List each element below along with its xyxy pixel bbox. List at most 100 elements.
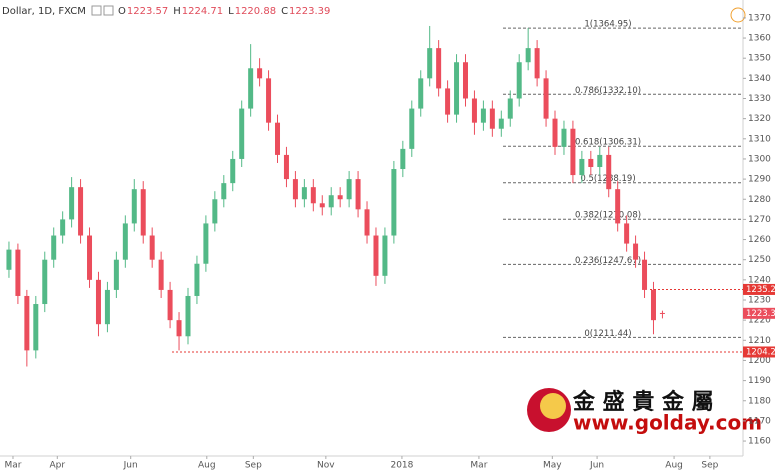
candle-body: [650, 289, 656, 321]
x-tick-label: Sep: [701, 461, 718, 471]
y-tick-label: 1220: [748, 316, 771, 326]
y-tick-label: 1310: [748, 134, 771, 144]
candle-body: [140, 189, 146, 236]
x-tick-label: Jun: [589, 461, 604, 471]
candle-body: [642, 259, 648, 290]
candle-body: [87, 235, 93, 280]
y-tick-label: 1200: [748, 356, 771, 366]
candle-body: [176, 320, 182, 337]
x-tick-label: Mar: [4, 461, 21, 471]
currency-icon[interactable]: [730, 7, 746, 23]
fib-label: 0(1211.44): [584, 329, 631, 339]
y-tick-label: 1340: [748, 74, 771, 84]
candle-body: [400, 148, 406, 170]
candle-body: [516, 62, 522, 99]
candle-body: [122, 223, 128, 260]
candle-body: [346, 179, 352, 200]
candle-body: [203, 223, 209, 264]
x-tick-label: Jun: [123, 461, 138, 471]
header: Dollar, 1D, FXCM: [2, 5, 114, 17]
x-tick-label: Apr: [50, 461, 66, 471]
candle-body: [462, 62, 468, 99]
y-tick-label: 1260: [748, 235, 771, 245]
ohlc-value: 1223.39: [289, 6, 330, 17]
candle-body: [33, 304, 39, 351]
candle-body: [507, 98, 513, 119]
price-label: 1204.21: [746, 347, 775, 357]
candle-body: [95, 279, 101, 325]
y-tick-label: 1300: [748, 154, 771, 164]
x-tick-label: May: [543, 461, 562, 471]
candle-body: [15, 249, 21, 296]
candle-body: [42, 259, 48, 305]
candle-body: [78, 187, 84, 236]
fib-label: 0.786(1332.10): [575, 86, 641, 96]
x-tick-label: Aug: [665, 461, 683, 471]
fib-label: 0.382(1270.08): [575, 211, 641, 221]
candle-body: [283, 154, 289, 180]
ohlc-key: H: [173, 6, 181, 17]
symbol: Dollar, 1D, FXCM: [2, 6, 86, 17]
candle-body: [454, 62, 460, 115]
candle-body: [319, 203, 325, 208]
candle-body: [328, 195, 334, 208]
candle-body: [480, 108, 486, 123]
candle-body: [275, 122, 281, 155]
icon[interactable]: [91, 5, 102, 16]
candle-body: [624, 223, 630, 244]
candle-body: [113, 259, 119, 290]
candle-body: [51, 235, 57, 260]
candle-body: [597, 154, 603, 168]
candle-body: [355, 179, 361, 210]
candle-body: [570, 128, 576, 176]
current-price-label: 1223.39: [746, 309, 775, 319]
y-tick-label: 1330: [748, 94, 771, 104]
candle-body: [185, 295, 191, 337]
y-tick-label: 1170: [748, 416, 771, 426]
candle-body: [525, 48, 531, 63]
candle-body: [257, 68, 263, 79]
candle-body: [606, 154, 612, 190]
icon[interactable]: [103, 5, 114, 16]
candle-body: [543, 78, 549, 119]
candle-body: [230, 158, 236, 184]
y-tick-label: 1190: [748, 376, 771, 386]
y-tick-label: 1280: [748, 195, 771, 205]
y-tick-label: 1350: [748, 54, 771, 64]
logo-name: 金 盛 貴 金 屬: [572, 389, 714, 415]
candle-body: [382, 235, 388, 276]
candle-body: [445, 88, 451, 115]
candle-body: [409, 108, 415, 149]
candle-body: [149, 235, 155, 260]
candle-body: [615, 189, 621, 224]
fib-label: 0.236(1247.67): [575, 256, 641, 266]
y-tick-label: 1370: [748, 13, 771, 23]
candle-body: [158, 259, 164, 290]
x-tick-label: Nov: [317, 461, 335, 471]
price-label-box: [743, 283, 775, 295]
candle-body: [364, 209, 370, 236]
x-tick-label: Aug: [198, 461, 216, 471]
ohlc-value: 1224.71: [182, 6, 223, 17]
candle-body: [552, 118, 558, 147]
candle-body: [579, 158, 585, 176]
logo-url: www.golday.com: [573, 411, 762, 435]
ohlc-key: O: [118, 6, 126, 17]
candle-body: [471, 98, 477, 123]
x-tick-label: Sep: [245, 461, 262, 471]
candle-body: [534, 48, 540, 79]
fib-label: 0.618(1306.31): [575, 138, 641, 148]
candle-body: [427, 48, 433, 79]
price-label-box: [743, 346, 775, 358]
x-tick-label: 2018: [390, 461, 413, 471]
candle-body: [633, 243, 639, 260]
candle-body: [337, 195, 343, 200]
candle-body: [489, 108, 495, 129]
logo-icon: [540, 393, 566, 419]
candle-body: [24, 295, 30, 351]
y-tick-label: 1290: [748, 175, 771, 185]
price-label: 1235.24: [746, 285, 775, 295]
candle-body: [6, 249, 12, 270]
